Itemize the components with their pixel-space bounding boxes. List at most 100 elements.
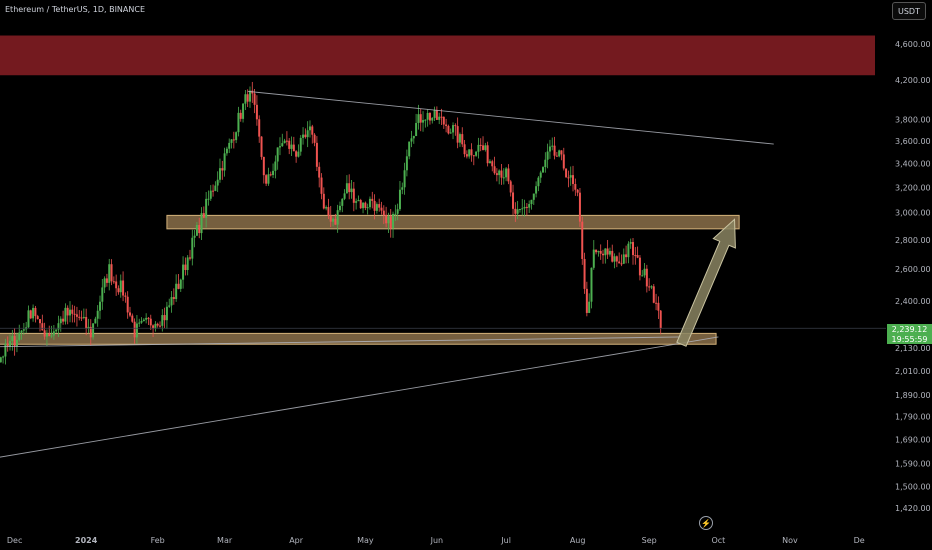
candle — [158, 321, 161, 328]
candle-body — [627, 243, 630, 258]
candle — [558, 149, 561, 158]
candle — [223, 147, 226, 177]
candle — [6, 336, 9, 352]
candle — [25, 321, 28, 334]
candle-body — [435, 110, 438, 120]
candle-body — [195, 224, 198, 236]
candle-body — [172, 297, 175, 299]
candle-body — [322, 193, 325, 209]
candle-body — [191, 237, 194, 259]
candle-body — [22, 329, 25, 331]
candle-body — [175, 283, 178, 299]
candle — [177, 274, 180, 290]
x-tick-label: Jul — [500, 536, 511, 545]
candle — [634, 247, 637, 265]
candle — [636, 246, 639, 259]
candle — [80, 310, 83, 321]
candle — [491, 159, 494, 172]
candle-body — [581, 221, 584, 259]
candle-body — [576, 189, 579, 193]
candle — [428, 112, 431, 125]
candle — [597, 250, 600, 257]
candle — [253, 88, 256, 114]
candle — [290, 136, 293, 156]
candle-body — [618, 261, 621, 264]
candle-body — [629, 242, 632, 244]
candle — [260, 136, 263, 160]
candle — [528, 200, 531, 214]
candle-body — [78, 316, 81, 318]
candle — [281, 133, 284, 147]
arrow-shape — [676, 218, 736, 347]
y-tick-label: 1,890.00 — [895, 391, 931, 400]
candle — [147, 316, 150, 326]
candle-body — [318, 166, 321, 178]
candle-body — [73, 313, 76, 315]
candle-body — [408, 141, 411, 157]
candle — [117, 285, 120, 295]
candle-body — [523, 206, 526, 209]
candle — [618, 252, 621, 264]
currency-unit-button[interactable]: USDT — [892, 2, 926, 20]
candle-body — [39, 319, 42, 324]
candle-body — [530, 199, 533, 205]
candle — [518, 208, 521, 213]
candle-body — [267, 174, 270, 184]
candle — [585, 281, 588, 317]
candle-body — [239, 112, 242, 119]
candle-body — [403, 170, 406, 188]
candle — [207, 190, 210, 206]
candle-body — [193, 235, 196, 238]
candle-body — [52, 331, 55, 336]
chart-title: Ethereum / TetherUS, 1D, BINANCE — [5, 5, 146, 14]
candle-body — [343, 193, 346, 199]
candle-body — [447, 125, 450, 134]
candle-body — [235, 132, 238, 141]
support-zone-2 — [0, 332, 717, 345]
candle-body — [512, 192, 515, 209]
candle-body — [57, 323, 60, 330]
candle-body — [94, 318, 97, 324]
candle — [191, 229, 194, 266]
candle — [648, 278, 651, 291]
candle-body — [555, 155, 558, 157]
candle-body — [428, 112, 431, 121]
candle — [336, 204, 339, 233]
candle-body — [355, 201, 358, 203]
x-tick-label: 2024 — [75, 536, 98, 545]
candle — [237, 106, 240, 137]
candle — [209, 185, 212, 201]
candle-body — [532, 193, 535, 200]
candle — [156, 322, 159, 328]
candle — [239, 109, 242, 122]
candle-body — [565, 168, 568, 178]
candle — [27, 305, 30, 329]
candle — [131, 313, 134, 323]
candle-body — [488, 161, 491, 164]
candle — [382, 205, 385, 224]
candle — [392, 211, 395, 238]
candle-body — [366, 207, 369, 209]
tradingview-logo-icon[interactable]: ⚡ — [699, 516, 713, 530]
x-tick-label: Sep — [642, 536, 657, 545]
time-axis[interactable]: Dec 2024 Feb Mar Apr May Jun Jul Aug Sep Oct Nov De — [7, 536, 865, 545]
candle — [352, 181, 355, 212]
candle-body — [505, 168, 508, 178]
price-axis[interactable]: 4,600.00 4,200.00 3,800.00 3,600.00 3,400.00… — [895, 40, 931, 513]
candle — [89, 319, 92, 346]
candle — [442, 116, 445, 129]
candle — [463, 140, 466, 158]
candle — [265, 174, 268, 187]
candle — [387, 212, 390, 233]
candle-body — [216, 179, 219, 186]
candle — [138, 318, 141, 327]
candle-body — [458, 134, 461, 143]
candle-body — [18, 332, 21, 340]
candle — [488, 159, 491, 164]
candle — [34, 305, 37, 323]
candle-body — [283, 140, 286, 144]
candle — [408, 141, 411, 160]
candle — [262, 156, 265, 184]
candle — [244, 90, 247, 111]
